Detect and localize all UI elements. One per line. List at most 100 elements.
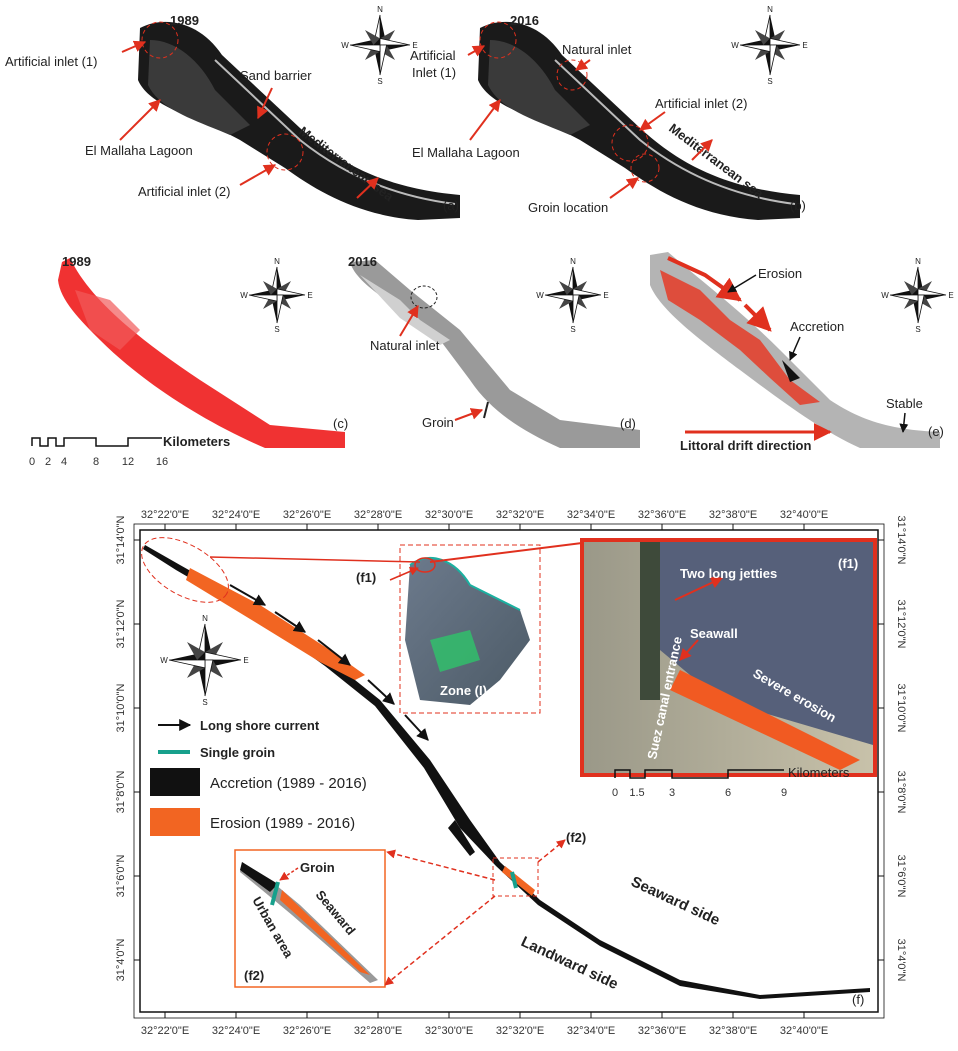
x-tick-label: 32°26'0"E — [283, 509, 331, 521]
arrow — [455, 410, 482, 420]
label: Two long jetties — [680, 566, 777, 581]
compass-point — [573, 295, 579, 323]
compass-letter: S — [570, 325, 575, 334]
erosion-area — [660, 270, 820, 405]
arrow — [240, 165, 275, 185]
compass-letter: S — [915, 325, 920, 334]
compass-point — [890, 295, 918, 301]
label: Sand barrier — [240, 68, 312, 83]
y-tick-label: 31°12'0"N — [115, 599, 127, 648]
compass-point — [918, 289, 946, 295]
scale-tick-label: 9 — [781, 787, 787, 799]
label: Artificial inlet (1) — [5, 54, 97, 69]
panel-b: 2016 Artificial Inlet (1) Natural inlet … — [410, 5, 808, 220]
compass-letter: N — [202, 614, 208, 623]
label: Groin — [300, 860, 335, 875]
panel-c: 1989 (c) 02481216 Kilometers NSEW — [29, 254, 348, 468]
compass-point — [545, 295, 573, 301]
x-tick-label: 32°26'0"E — [283, 1025, 331, 1037]
scale-tick-label: 16 — [156, 456, 168, 468]
compass-point — [380, 45, 387, 75]
arrow — [120, 100, 160, 140]
x-tick-label: 32°38'0"E — [709, 1025, 757, 1037]
compass-letter: N — [274, 257, 280, 266]
compass-point — [249, 295, 277, 301]
legend-label: Accretion (1989 - 2016) — [210, 775, 367, 792]
compass-point — [918, 295, 924, 323]
shoreline-change — [58, 258, 345, 448]
scale-bar — [32, 438, 162, 446]
compass-point — [770, 38, 800, 45]
label: (f1) — [356, 570, 376, 585]
x-tick-label: 32°36'0"E — [638, 509, 686, 521]
label: Groin location — [528, 200, 608, 215]
legend-label: Single groin — [200, 745, 275, 760]
canal — [640, 542, 660, 700]
panel-a: 1989 Artificial inlet (1) Sand barrier E… — [5, 5, 460, 220]
year: 1989 — [170, 13, 199, 28]
compass-point — [573, 289, 601, 295]
label: El Mallaha Lagoon — [85, 143, 193, 158]
legend-label: Erosion (1989 - 2016) — [210, 815, 355, 832]
page: 1989 Artificial inlet (1) Sand barrier E… — [0, 0, 958, 1046]
compass-letter: E — [307, 291, 312, 300]
panel-tag: (a) — [443, 198, 459, 213]
arrow — [640, 112, 665, 130]
north-arrow: NSEW — [240, 257, 312, 334]
x-tick-label: 32°32'0"E — [496, 1025, 544, 1037]
x-tick-label: 32°30'0"E — [425, 509, 473, 521]
scale-tick-label: 8 — [93, 456, 99, 468]
label: Erosion — [758, 266, 802, 281]
x-tick-label: 32°34'0"E — [567, 1025, 615, 1037]
north-arrow: NSEW — [731, 5, 807, 86]
label: Littoral drift direction — [680, 438, 812, 453]
y-tick-label: 31°8'0"N — [895, 771, 907, 814]
compass-letter: W — [240, 291, 248, 300]
legend-swatch — [150, 808, 200, 836]
scale-unit: Kilometers — [163, 434, 230, 449]
scale-tick-label: 0 — [612, 787, 618, 799]
legend-label: Long shore current — [200, 718, 320, 733]
north-arrow: NSEW — [536, 257, 608, 334]
scale-tick-label: 2 — [45, 456, 51, 468]
compass-letter: S — [767, 77, 772, 86]
year: 2016 — [348, 254, 377, 269]
label: Accretion — [790, 319, 844, 334]
compass-letter: W — [881, 291, 889, 300]
y-tick-label: 31°6'0"N — [895, 855, 907, 898]
panel-tag: (d) — [620, 416, 636, 431]
panel-e: Erosion Accretion Stable Littoral drift … — [650, 252, 954, 453]
compass-letter: E — [603, 291, 608, 300]
scale-tick-label: 1.5 — [629, 787, 644, 799]
scale-tick-label: 6 — [725, 787, 731, 799]
x-tick-label: 32°30'0"E — [425, 1025, 473, 1037]
groin-mark — [484, 402, 488, 418]
label: Inlet (1) — [412, 65, 456, 80]
compass-letter: W — [160, 656, 168, 665]
compass-point — [277, 295, 283, 323]
x-tick-label: 32°32'0"E — [496, 509, 544, 521]
label: Artificial inlet (2) — [138, 184, 230, 199]
y-tick-label: 31°10'0"N — [895, 684, 907, 733]
arrow — [610, 178, 638, 198]
panel-tag: (b) — [790, 198, 806, 213]
scale-tick-label: 12 — [122, 456, 134, 468]
compass-letter: N — [915, 257, 921, 266]
label: Groin — [422, 415, 454, 430]
compass-letter: N — [767, 5, 773, 14]
compass-letter: W — [536, 291, 544, 300]
compass-point — [350, 45, 380, 52]
scale-tick-label: 4 — [61, 456, 67, 468]
compass-letter: S — [202, 698, 207, 707]
arrow — [728, 275, 756, 292]
arrow — [576, 60, 590, 70]
label: El Mallaha Lagoon — [412, 145, 520, 160]
scale-unit: Kilometers — [788, 765, 850, 780]
legend-swatch — [150, 768, 200, 796]
scale-tick-label: 0 — [29, 456, 35, 468]
compass-point — [380, 38, 410, 45]
y-tick-label: 31°14'0"N — [115, 515, 127, 564]
panel-tag: (e) — [928, 424, 944, 439]
inset-tag: (f1) — [838, 556, 858, 571]
compass-point — [740, 45, 770, 52]
